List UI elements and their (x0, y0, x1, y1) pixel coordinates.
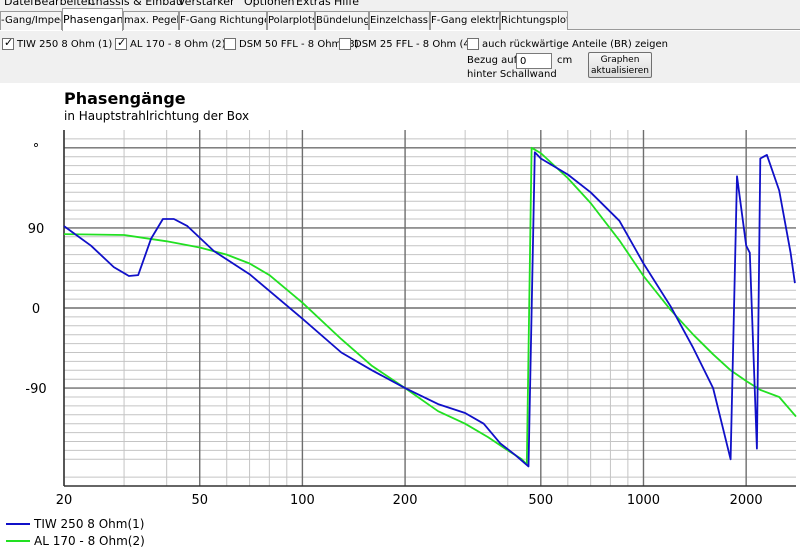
tab-f-gang-richtungen[interactable]: F-Gang Richtungen (179, 11, 267, 30)
x-tick-label: 500 (528, 493, 553, 508)
menu-item[interactable]: Datei (4, 0, 34, 8)
driver-2-label: AL 170 - 8 Ohm (2) (130, 38, 226, 50)
tab-gang-imped[interactable]: -Gang/Imped. (0, 11, 62, 30)
tab-max-pegel[interactable]: max. Pegel (123, 11, 179, 30)
chart-subtitle: in Hauptstrahlrichtung der Box (64, 109, 250, 123)
menu-item[interactable]: Optionen (244, 0, 295, 8)
series-line-tiw-250-8-ohm-1 (63, 151, 796, 468)
update-button-line-2: aktualisieren (591, 65, 649, 76)
legend-item-1: TIW 250 8 Ohm(1) (6, 517, 144, 531)
x-tick-label: 100 (290, 493, 315, 508)
control-panel: TIW 250 8 Ohm (1) AL 170 - 8 Ohm (2) DSM… (0, 31, 800, 83)
menu-item[interactable]: Verstärker (178, 0, 235, 8)
series-line-al-170-8-ohm-2 (63, 146, 797, 466)
x-tick-label: 2000 (730, 493, 763, 508)
menu-item[interactable]: Bearbeiten (34, 0, 95, 8)
legend-swatch-1 (6, 523, 30, 525)
legend-label-2: AL 170 - 8 Ohm(2) (34, 534, 145, 548)
tab-richtungsplots[interactable]: Richtungsplots (500, 11, 568, 30)
y-tick-label: 0 (32, 302, 40, 317)
x-tick-label: 200 (393, 493, 418, 508)
legend-item-2: AL 170 - 8 Ohm(2) (6, 534, 145, 548)
driver-1-checkbox[interactable]: TIW 250 8 Ohm (1) (2, 36, 113, 50)
rear-components-checkbox[interactable]: auch rückwärtige Anteile (BR) zeigen (467, 38, 668, 50)
x-tick-label: 20 (56, 493, 73, 508)
checkbox-box[interactable] (2, 36, 14, 50)
rear-components-label: auch rückwärtige Anteile (BR) zeigen (482, 38, 668, 50)
phase-chart: 20 50 100 200 500 1000 2000 ° 90 0 -90 (25, 130, 797, 508)
reference-label-2: hinter Schallwand (467, 69, 557, 80)
menu-item[interactable]: Hilfe (334, 0, 360, 8)
y-tick-label: ° (33, 142, 40, 157)
reference-distance-input[interactable] (516, 53, 552, 69)
driver-1-label: TIW 250 8 Ohm (1) (17, 38, 113, 50)
menu-item[interactable]: Extras (296, 0, 331, 8)
checkbox-box[interactable] (467, 38, 479, 50)
chart-area: 20 50 100 200 500 1000 2000 ° 90 0 -90 Phasengänge… (0, 83, 800, 559)
x-tick-label: 1000 (627, 493, 660, 508)
tab-f-gang-elektr[interactable]: F-Gang elektr. (430, 11, 500, 30)
tab-b-ndelung[interactable]: Bündelung (315, 11, 369, 30)
driver-4-label: DSM 25 FFL - 8 Ohm (4) (354, 38, 474, 50)
reference-unit-label: cm (557, 55, 573, 66)
x-tick-label: 50 (191, 493, 208, 508)
tab-phasengang[interactable]: Phasengang (62, 8, 123, 31)
driver-2-checkbox[interactable]: AL 170 - 8 Ohm (2) (115, 36, 226, 50)
menu-item[interactable]: Chassis & Einbau (88, 0, 183, 8)
tab-polarplots[interactable]: Polarplots (267, 11, 315, 30)
checkbox-box[interactable] (115, 36, 127, 50)
chart-title: Phasengänge (64, 89, 186, 108)
y-tick-label: 90 (28, 222, 45, 237)
checkbox-box[interactable] (339, 38, 351, 50)
driver-3-checkbox[interactable]: DSM 50 FFL - 8 Ohm (3) (224, 38, 359, 50)
menu-bar: Datei Bearbeiten Chassis & Einbau Verstärke… (0, 0, 800, 8)
y-tick-label: -90 (25, 382, 46, 397)
update-graphs-button[interactable]: Graphen aktualisieren (588, 52, 652, 78)
tab-einzelchassis[interactable]: Einzelchassis (369, 11, 430, 30)
driver-4-checkbox[interactable]: DSM 25 FFL - 8 Ohm (4) (339, 38, 474, 50)
reference-label: Bezug auf (467, 55, 518, 66)
legend-label-1: TIW 250 8 Ohm(1) (34, 517, 145, 531)
checkbox-box[interactable] (224, 38, 236, 50)
driver-3-label: DSM 50 FFL - 8 Ohm (3) (239, 38, 359, 50)
update-button-line-1: Graphen (600, 54, 640, 65)
legend-swatch-2 (6, 540, 30, 542)
